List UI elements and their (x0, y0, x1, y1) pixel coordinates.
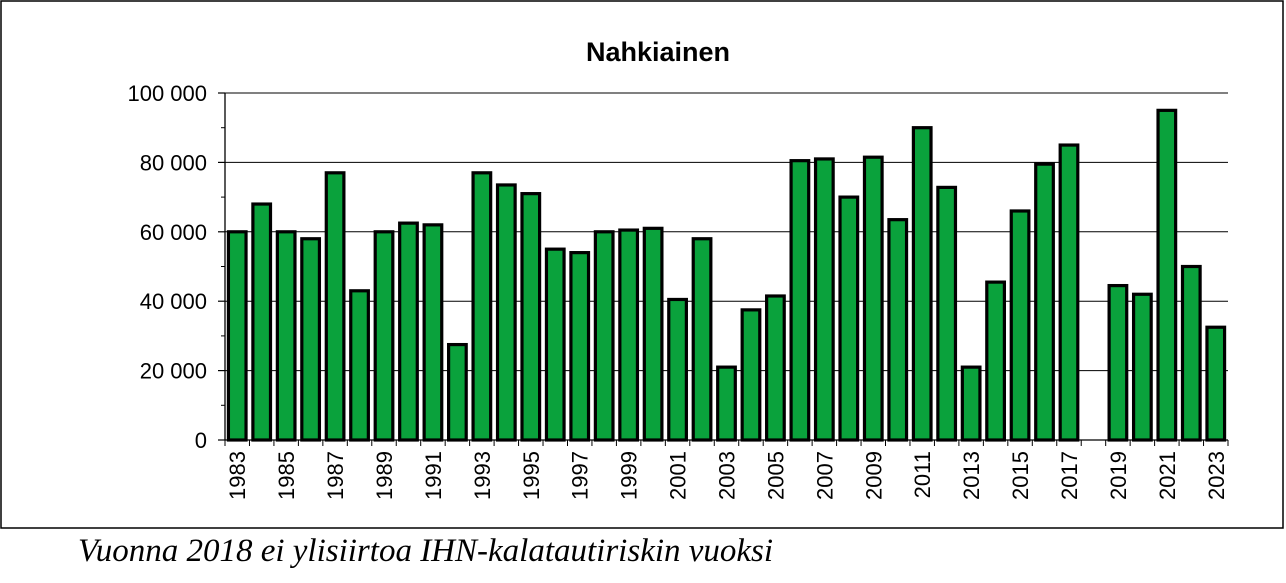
bar-2013 (960, 365, 982, 442)
y-tick-label: 20 000 (140, 359, 207, 384)
axes (218, 92, 1229, 446)
y-tick-labels: 0 20 000 40 000 60 000 80 000 100 000 (127, 81, 207, 453)
bar-2020 (1131, 292, 1153, 442)
bar-2005 (765, 294, 786, 442)
bar-2015 (1009, 209, 1031, 442)
y-tick-label: 100 000 (127, 81, 207, 106)
bar-1985 (275, 230, 297, 442)
bar-2002 (691, 237, 713, 442)
bar-2011 (911, 126, 933, 442)
x-tick-label: 1987 (323, 451, 348, 500)
bar-1986 (300, 237, 322, 442)
x-tick-label: 2019 (1106, 451, 1131, 500)
x-tick-label: 2017 (1057, 451, 1082, 500)
y-tick-label: 80 000 (140, 150, 207, 175)
x-tick-label: 1995 (519, 451, 544, 500)
x-tick-label: 2013 (959, 451, 984, 500)
bar-2006 (789, 159, 811, 442)
bar-1995 (520, 192, 542, 442)
y-tick-label: 40 000 (140, 289, 207, 314)
x-tick-label: 1989 (372, 451, 397, 500)
bar-2004 (740, 308, 762, 442)
x-tick-label: 1993 (470, 451, 495, 500)
bar-2000 (642, 226, 664, 442)
bar-1988 (349, 289, 370, 442)
x-tick-labels: 1983 1985 1987 1989 1991 1993 1995 1997 1999 2001… (225, 451, 1229, 500)
chart-caption: Vuonna 2018 ei ylisiirtoa IHN-kalatautir… (78, 533, 774, 569)
x-tick-label: 2023 (1204, 451, 1229, 500)
bar-1987 (324, 171, 346, 442)
bar-1996 (544, 247, 566, 442)
bar-1993 (471, 171, 493, 442)
x-tick-label: 2003 (715, 451, 740, 500)
chart-title: Nahkiainen (586, 37, 730, 67)
bar-1997 (569, 251, 591, 442)
x-tick-label: 2007 (812, 451, 837, 500)
y-tick-label: 0 (195, 428, 207, 453)
x-tick-label: 1985 (274, 451, 299, 500)
y-tick-label: 60 000 (140, 220, 207, 245)
bar-2022 (1180, 264, 1202, 442)
bar-2001 (667, 297, 688, 442)
bar-2009 (862, 155, 884, 442)
bar-1999 (618, 228, 640, 442)
x-tick-label: 2005 (763, 451, 788, 500)
bar-1990 (398, 221, 419, 442)
x-tick-label: 2011 (910, 451, 935, 498)
x-tick-label: 2009 (861, 451, 886, 500)
bar-2008 (838, 195, 860, 442)
bar-2016 (1034, 162, 1055, 442)
bar-1989 (373, 230, 395, 442)
bar-1991 (422, 223, 444, 442)
bar-2017 (1058, 143, 1080, 442)
x-tick-label: 2021 (1155, 451, 1180, 500)
bar-1998 (593, 230, 615, 442)
bar-2003 (716, 365, 737, 442)
bar-2012 (936, 185, 958, 442)
x-tick-label: 2001 (666, 451, 691, 500)
bar-1994 (495, 183, 517, 442)
bar-2023 (1205, 325, 1227, 442)
x-tick-label: 1983 (225, 451, 250, 500)
bar-chart: Nahkiainen 0 20 000 40 000 60 000 80 000 100 … (0, 0, 1284, 529)
bar-2014 (985, 280, 1007, 442)
bar-2019 (1107, 283, 1129, 442)
x-tick-label: 1999 (617, 451, 642, 500)
bar-2021 (1156, 108, 1178, 442)
x-tick-label: 2015 (1008, 451, 1033, 500)
bar-2010 (887, 218, 909, 442)
x-tick-label: 1991 (421, 451, 446, 500)
bar-1992 (446, 342, 468, 442)
bar-2007 (813, 157, 835, 442)
chart-frame: Nahkiainen 0 20 000 40 000 60 000 80 000 100 … (0, 0, 1284, 529)
bar-1983 (226, 230, 248, 442)
x-tick-label: 1997 (568, 451, 593, 500)
bar-1984 (251, 202, 273, 442)
